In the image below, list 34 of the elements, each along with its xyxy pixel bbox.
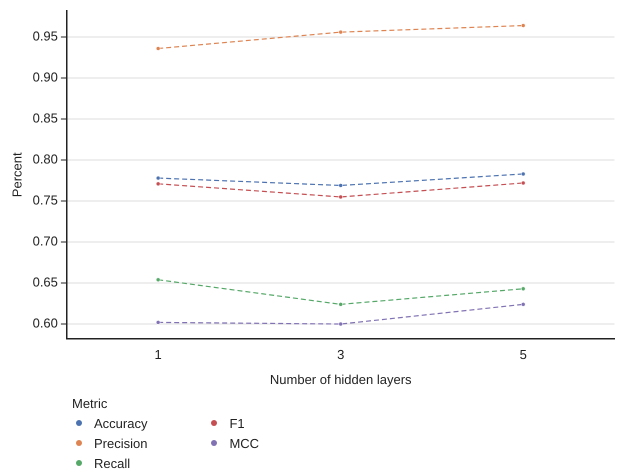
y-tick-label: 0.70 — [32, 234, 58, 249]
point — [156, 176, 160, 180]
point — [520, 172, 526, 176]
point — [156, 278, 160, 282]
legend-label: Recall — [94, 456, 130, 470]
legend-label: MCC — [229, 436, 260, 450]
point — [338, 322, 343, 326]
y-tick-label: 0.65 — [32, 274, 58, 290]
point — [520, 23, 526, 28]
x-tick-label: 1 — [154, 347, 162, 362]
point — [338, 194, 343, 200]
legend-label: F1 — [229, 416, 245, 430]
legend-label: Accuracy — [94, 416, 148, 430]
point — [156, 182, 160, 186]
y-tick-label: 0.60 — [32, 316, 58, 331]
x-axis-title: Number of hidden layers — [270, 372, 412, 387]
point — [156, 320, 160, 325]
point — [520, 302, 526, 307]
point — [520, 180, 526, 186]
point — [156, 46, 160, 51]
legend-label: Precision — [94, 436, 148, 450]
x-tick-label: 3 — [337, 347, 344, 362]
point — [520, 286, 526, 292]
y-tick-label: 0.85 — [32, 110, 58, 126]
legend-title: Metric — [72, 396, 108, 411]
y-tick-label: 0.95 — [32, 28, 58, 44]
y-tick-label: 0.75 — [32, 192, 58, 208]
point — [338, 30, 343, 34]
y-tick-label: 0.90 — [32, 70, 58, 85]
point — [338, 302, 343, 307]
x-tick-label: 5 — [520, 347, 527, 362]
y-axis-title: Percent — [9, 152, 24, 198]
y-tick-label: 0.80 — [32, 152, 58, 167]
point — [338, 183, 343, 188]
